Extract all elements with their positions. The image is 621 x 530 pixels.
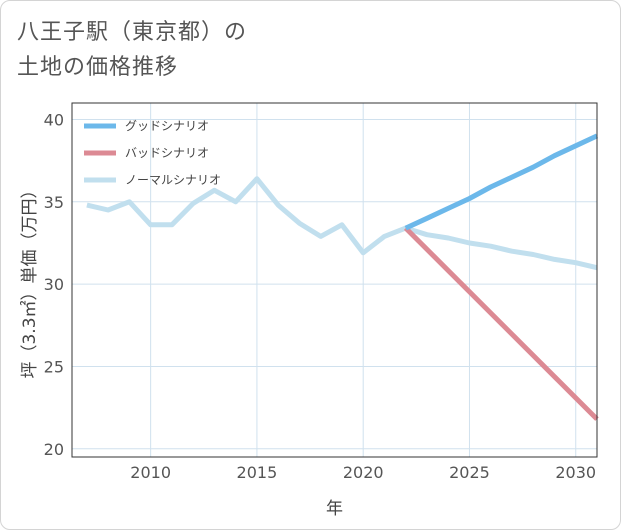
legend-label-0: グッドシナリオ (125, 119, 209, 133)
x-axis: 2010 2015 2020 2025 2030 (130, 463, 596, 482)
series-layer (86, 133, 599, 421)
x-tick-label: 2030 (555, 463, 596, 482)
x-tick-label: 2010 (130, 463, 171, 482)
x-axis-title: 年 (326, 499, 343, 519)
y-axis: 20 25 30 35 40 (44, 110, 64, 458)
y-axis-title: 坪（3.3㎡）単価（万円） (20, 181, 40, 378)
x-tick-label: 2020 (343, 463, 384, 482)
series-line-1 (403, 226, 599, 421)
chart-title: 八王子駅（東京都）の 土地の価格推移 (17, 15, 247, 85)
y-tick-label: 20 (44, 440, 64, 459)
x-tick-label: 2015 (237, 463, 278, 482)
y-tick-label: 30 (44, 275, 64, 294)
series-line-0 (404, 133, 599, 231)
y-tick-label: 35 (44, 193, 64, 212)
y-tick-label: 40 (44, 110, 64, 129)
series-line-2 (86, 176, 598, 271)
chart-title-line-2: 土地の価格推移 (17, 55, 179, 80)
plot-frame (71, 102, 598, 458)
x-tick-label: 2025 (449, 463, 490, 482)
grid (72, 103, 597, 457)
chart-title-line-1: 八王子駅（東京都）の (17, 20, 248, 45)
legend-label-2: ノーマルシナリオ (125, 173, 221, 187)
y-tick-label: 25 (44, 357, 64, 376)
legend-label-1: バッドシナリオ (125, 146, 209, 160)
